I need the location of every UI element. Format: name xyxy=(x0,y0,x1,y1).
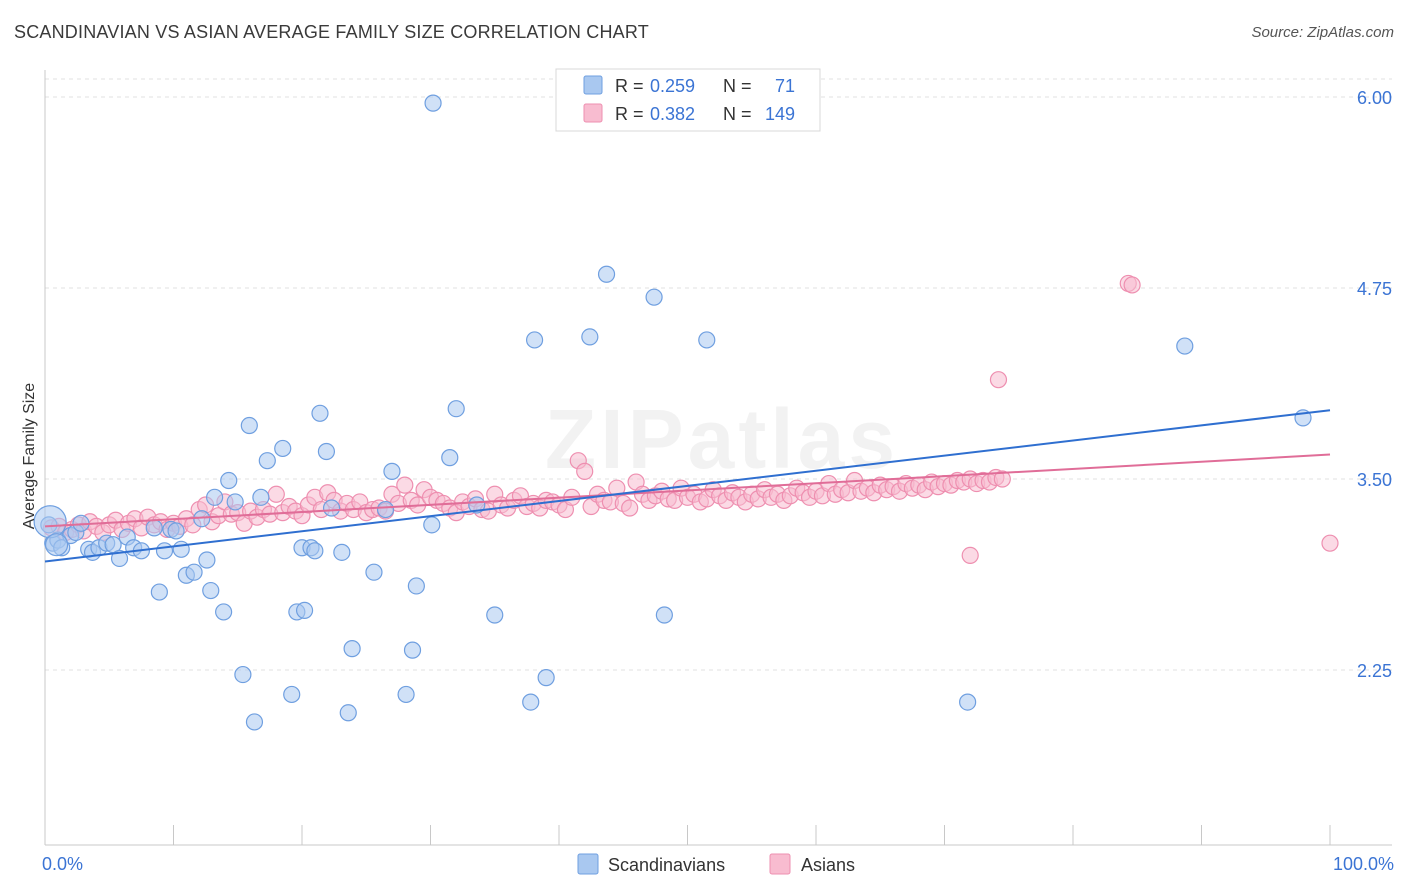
scandinavians-trend-line xyxy=(44,409,1331,563)
scandinavians-point xyxy=(167,522,185,540)
scandinavians-point xyxy=(185,563,203,581)
y-tick-label: 6.00 xyxy=(1357,88,1392,108)
scandinavians-point xyxy=(655,606,673,624)
scandinavians-point xyxy=(150,583,168,601)
scandinavians-point xyxy=(110,549,129,568)
scandinavians-point xyxy=(172,540,190,558)
asians-point xyxy=(961,546,979,565)
grid-layer xyxy=(45,78,1392,671)
scandinavians-point xyxy=(376,500,395,519)
scandinavians-point xyxy=(198,551,216,569)
scandinavians-point xyxy=(322,499,341,517)
watermark: ZIPatlas xyxy=(545,392,899,486)
scandinavians-point xyxy=(365,563,383,581)
asians-point xyxy=(396,476,414,494)
y-tick-label: 4.75 xyxy=(1357,279,1392,299)
scandinavians-point xyxy=(226,493,244,511)
scandinavians-point xyxy=(202,581,220,600)
scandinavians-point xyxy=(317,442,336,461)
scandinavians-point xyxy=(33,505,67,539)
scandinavians-point xyxy=(343,640,361,658)
scandinavians-point xyxy=(234,665,252,684)
scandinavians-point xyxy=(145,519,163,537)
bottom-legend-swatch-asians xyxy=(769,853,791,875)
scandinavians-point xyxy=(240,416,258,435)
scandinavians-point xyxy=(522,693,540,711)
legend-swatch-scandinavians xyxy=(583,75,603,95)
asians-point xyxy=(608,479,626,497)
scandinavians-point xyxy=(311,404,329,422)
asians-point xyxy=(267,485,285,503)
scandinavians-point xyxy=(220,471,238,490)
scandinavians-point xyxy=(245,713,264,731)
series-scandinavians-points xyxy=(33,94,1312,731)
scandinavians-point xyxy=(383,462,401,480)
y-tick-label: 3.50 xyxy=(1357,470,1392,490)
trend-layer xyxy=(44,409,1331,563)
x-tick-label: 0.0% xyxy=(42,854,83,874)
asians-point xyxy=(1321,534,1339,552)
scandinavians-point xyxy=(403,641,422,659)
stats-legend: R = 0.259 N = 71 R = 0.382 N = 149 xyxy=(555,68,821,132)
scandinavians-point xyxy=(215,603,233,621)
scandinavians-point xyxy=(468,496,486,514)
scandinavians-point xyxy=(581,328,599,346)
scandinavians-point xyxy=(283,685,301,704)
asians-point xyxy=(1123,276,1141,294)
source-note: Source: ZipAtlas.com xyxy=(1251,24,1394,41)
scandinavians-point xyxy=(424,94,442,112)
scandinavians-point xyxy=(486,606,504,624)
scandinavians-point xyxy=(537,669,555,687)
scandinavians-point xyxy=(274,439,292,458)
scandinavians-point xyxy=(525,331,544,349)
scandinavians-point xyxy=(295,601,314,620)
scandinavians-point xyxy=(1176,337,1194,355)
legend-n-value-1: 71 xyxy=(775,76,795,96)
legend-r-value-2: 0.382 xyxy=(650,104,695,124)
scandinavians-point xyxy=(645,288,663,306)
scandinavians-point xyxy=(397,685,415,704)
bottom-legend-label-asians: Asians xyxy=(801,855,855,875)
legend-n-label-1: N = xyxy=(723,76,752,96)
scandinavians-point xyxy=(447,400,465,418)
scandinavians-point xyxy=(258,452,276,470)
scandinavians-point xyxy=(333,543,351,561)
legend-swatch-asians xyxy=(583,103,603,123)
scandinavians-point xyxy=(407,577,425,595)
page-title: SCANDINAVIAN VS ASIAN AVERAGE FAMILY SIZ… xyxy=(14,22,649,42)
asians-point xyxy=(576,462,594,480)
x-tick-label: 100.0% xyxy=(1333,854,1394,874)
asians-point xyxy=(989,371,1008,389)
scandinavians-point xyxy=(423,516,441,534)
asians-point xyxy=(621,499,639,517)
legend-n-value-2: 149 xyxy=(765,104,795,124)
scandinavians-point xyxy=(44,533,69,557)
legend-r-label-2: R = xyxy=(615,104,644,124)
axis-layer: 2.25 3.50 4.75 6.00 0.0% 100.0% xyxy=(42,70,1394,874)
scandinavians-point xyxy=(339,704,357,722)
scandinavians-point xyxy=(441,449,459,467)
scandinavians-point xyxy=(698,331,716,349)
y-tick-label: 2.25 xyxy=(1357,661,1392,681)
series-asians-points xyxy=(42,274,1339,565)
scandinavians-point xyxy=(252,488,270,506)
scandinavians-point xyxy=(306,542,324,560)
legend-r-value-1: 0.259 xyxy=(650,76,695,96)
legend-r-label-1: R = xyxy=(615,76,644,96)
scandinavians-point xyxy=(206,488,224,506)
scandinavians-point xyxy=(597,265,616,283)
bottom-legend-swatch-scandinavians xyxy=(577,853,599,875)
y-axis-label: Average Family Size xyxy=(21,383,38,530)
bottom-legend-label-scandinavians: Scandinavians xyxy=(608,855,725,875)
legend-n-label-2: N = xyxy=(723,104,752,124)
bottom-legend: Scandinavians Asians xyxy=(577,853,855,875)
asians-trend-line xyxy=(44,453,1331,528)
scandinavians-point xyxy=(155,542,174,560)
scandinavians-point xyxy=(959,693,977,711)
asians-point xyxy=(993,470,1011,488)
